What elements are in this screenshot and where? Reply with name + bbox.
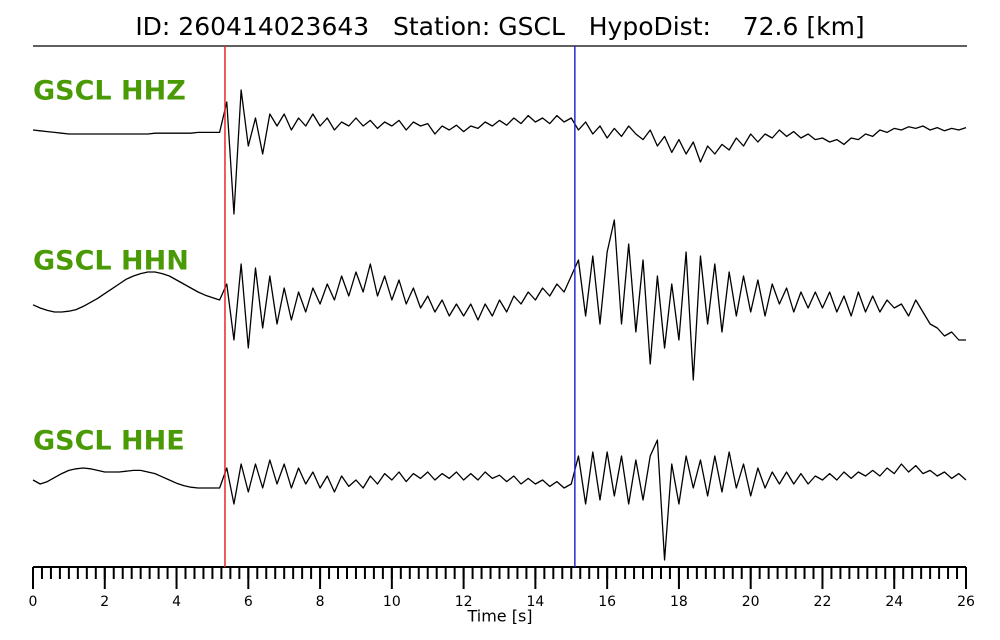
- x-tick-label: 0: [29, 594, 38, 610]
- x-tick-label: 8: [316, 594, 325, 610]
- x-tick-label: 20: [742, 594, 760, 610]
- x-tick-label: 26: [957, 594, 975, 610]
- x-tick-label: 2: [100, 594, 109, 610]
- x-tick-label: 22: [814, 594, 832, 610]
- x-tick-label: 16: [598, 594, 616, 610]
- x-tick-label: 24: [885, 594, 903, 610]
- trace-label: GSCL HHZ: [33, 76, 186, 107]
- waveform: [32, 439, 967, 561]
- x-tick-label: 14: [526, 594, 544, 610]
- trace-label: GSCL HHE: [33, 426, 185, 457]
- x-axis-label: Time [s]: [466, 607, 532, 626]
- x-tick-label: 10: [383, 594, 401, 610]
- x-tick-label: 18: [670, 594, 688, 610]
- x-tick-label: 12: [455, 594, 473, 610]
- waveform: [32, 219, 966, 381]
- x-tick-label: 4: [172, 594, 181, 610]
- x-tick-label: 6: [244, 594, 253, 610]
- waveform: [32, 89, 967, 215]
- trace-label: GSCL HHN: [33, 246, 189, 277]
- chart-title: ID: 260414023643 Station: GSCL HypoDist:…: [135, 12, 864, 41]
